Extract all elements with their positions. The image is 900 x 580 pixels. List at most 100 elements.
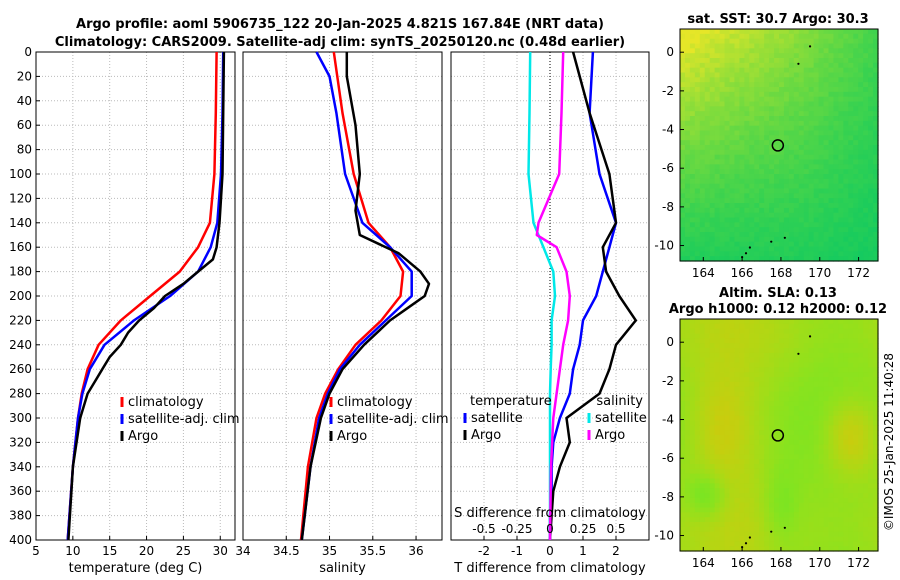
sst-cell xyxy=(759,106,765,112)
sst-cell xyxy=(848,62,854,69)
sla-cell xyxy=(823,396,830,402)
sla-cell xyxy=(843,323,849,330)
sst-cell xyxy=(779,82,785,88)
sst-cell xyxy=(833,246,839,252)
sla-cell xyxy=(873,502,879,509)
sla-cell xyxy=(838,526,844,533)
sla-cell xyxy=(803,507,810,513)
sla-cell xyxy=(709,493,716,499)
sla-cell xyxy=(704,406,711,412)
sst-cell xyxy=(808,130,815,136)
sst-cell xyxy=(793,232,800,238)
sst-cell xyxy=(749,232,755,238)
sla-cell xyxy=(828,546,835,552)
y-tick-label: 240 xyxy=(9,338,32,352)
sst-cell xyxy=(863,246,869,252)
sst-cell xyxy=(873,174,879,180)
sla-cell xyxy=(788,497,795,504)
sla-cell xyxy=(744,488,750,494)
sst-cell xyxy=(719,120,726,127)
sst-cell xyxy=(709,236,716,243)
sst-cell xyxy=(719,145,726,151)
sst-cell xyxy=(769,53,775,59)
sla-cell xyxy=(729,401,736,407)
sst-cell xyxy=(793,120,800,127)
sst-cell xyxy=(739,193,745,199)
sst-cell xyxy=(838,130,844,136)
sst-cell xyxy=(709,241,716,248)
sla-cell xyxy=(873,459,879,465)
sla-cell xyxy=(774,391,780,397)
sla-cell xyxy=(813,473,820,480)
sst-cell xyxy=(833,241,839,248)
sst-cell xyxy=(694,227,701,233)
sla-cell xyxy=(739,439,745,446)
sst-cell xyxy=(853,212,859,219)
sst-cell xyxy=(853,149,859,156)
sla-cell xyxy=(788,410,795,417)
sla-cell xyxy=(853,507,859,513)
sla-cell xyxy=(788,391,795,397)
sst-cell xyxy=(694,62,701,69)
sla-cell xyxy=(813,502,820,509)
sla-cell xyxy=(793,381,800,388)
sst-cell xyxy=(863,101,869,107)
sla-cell xyxy=(853,338,859,344)
sla-cell xyxy=(774,386,780,393)
sst-cell xyxy=(749,241,755,248)
sst-cell xyxy=(739,178,745,185)
sla-cell xyxy=(749,454,755,460)
sla-cell xyxy=(828,512,835,518)
sla-cell xyxy=(838,425,844,431)
sla-cell xyxy=(694,473,701,480)
sla-cell xyxy=(764,473,770,480)
sla-cell xyxy=(833,526,839,533)
sla-cell xyxy=(724,425,731,431)
sla-cell xyxy=(744,362,750,368)
sla-cell xyxy=(719,430,726,436)
sla-cell xyxy=(788,546,795,552)
sla-cell xyxy=(848,444,854,451)
sla-cell xyxy=(704,410,711,417)
sst-cell xyxy=(769,91,775,98)
sla-cell xyxy=(828,439,835,446)
sla-cell xyxy=(803,357,810,364)
sla-cell xyxy=(808,401,815,407)
sla-cell xyxy=(833,396,839,402)
sst-cell xyxy=(868,188,874,194)
sla-cell xyxy=(709,459,716,465)
sla-cell xyxy=(813,362,820,368)
sla-cell xyxy=(833,357,839,364)
sst-cell xyxy=(689,77,696,83)
sla-cell xyxy=(798,439,805,446)
sla-cell xyxy=(759,319,765,325)
sla-cell xyxy=(714,444,721,451)
sla-cell xyxy=(714,502,721,509)
sst-cell xyxy=(793,174,800,180)
sla-cell xyxy=(833,362,839,368)
salinity-legend-label: Argo xyxy=(337,429,367,444)
sla-cell xyxy=(759,507,765,513)
sla-cell xyxy=(769,497,775,504)
sst-cell xyxy=(764,111,770,117)
sla-cell xyxy=(803,372,810,378)
sla-cell xyxy=(788,517,795,523)
sst-cell xyxy=(719,77,726,83)
sla-cell xyxy=(818,319,825,325)
sst-frame xyxy=(679,28,879,262)
sst-cell xyxy=(848,198,854,204)
sst-cell xyxy=(813,198,820,204)
x-tick-label: 170 xyxy=(808,266,831,280)
sla-cell xyxy=(783,396,790,402)
sla-cell xyxy=(739,348,745,354)
sla-cell xyxy=(699,362,706,368)
sst-cell xyxy=(704,149,711,156)
sla-cell xyxy=(724,468,731,475)
sst-cell xyxy=(793,149,800,156)
sst-cell xyxy=(788,256,795,262)
sst-cell xyxy=(843,77,849,83)
sla-cell xyxy=(744,343,750,349)
sst-cell xyxy=(828,145,835,151)
sst-cell xyxy=(808,87,815,93)
sst-cell xyxy=(848,48,854,54)
